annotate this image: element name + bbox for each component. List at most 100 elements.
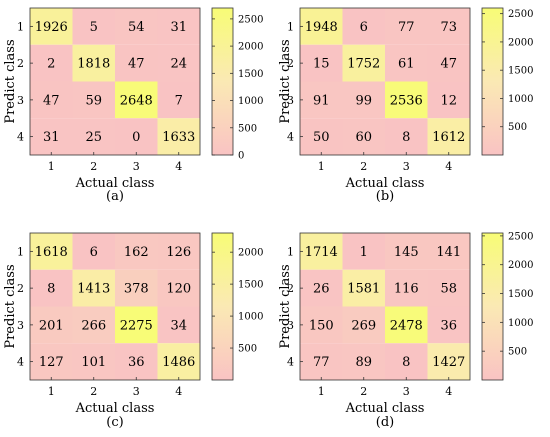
cell-value-label: 99: [355, 93, 372, 108]
cell-value-label: 2275: [120, 318, 153, 333]
heatmap-cell: [342, 269, 385, 307]
colorbar-tick-label: 2500: [238, 14, 263, 25]
cell-value-label: 1633: [162, 130, 195, 145]
heatmap-cell: [300, 44, 343, 82]
heatmap-cell: [72, 81, 115, 119]
cell-value-label: 0: [132, 130, 140, 145]
heatmap-cell: [157, 343, 200, 380]
heatmap-cell: [30, 306, 73, 344]
heatmap-cell: [385, 8, 428, 45]
heatmap-cell: [342, 81, 385, 119]
cell-value-label: 12: [440, 93, 457, 108]
y-tick-label: 3: [287, 319, 294, 332]
colorbar-tick-label: 500: [508, 122, 527, 133]
y-tick-label: 2: [17, 282, 24, 295]
heatmap-cell: [30, 44, 73, 82]
cell-value-label: 60: [355, 130, 372, 145]
y-axis-label: Predict class: [3, 39, 18, 123]
heatmap-cell: [342, 118, 385, 155]
cell-value-label: 127: [39, 355, 64, 370]
cell-value-label: 59: [85, 93, 102, 108]
cell-value-label: 1618: [35, 245, 68, 260]
heatmap-cell: [385, 118, 428, 155]
colorbar-tick-label: 500: [238, 123, 257, 134]
cell-value-label: 47: [440, 57, 457, 72]
heatmap-cell: [157, 44, 200, 82]
cell-value-label: 162: [124, 245, 149, 260]
colorbar-tick-label: 2500: [508, 9, 533, 20]
y-tick-label: 4: [287, 356, 294, 369]
cell-value-label: 54: [128, 20, 145, 35]
cell-value-label: 1486: [162, 355, 195, 370]
heatmap-cell: [385, 343, 428, 380]
cell-value-label: 8: [47, 282, 55, 297]
cell-value-label: 15: [313, 57, 330, 72]
panel-caption: (c): [106, 415, 123, 430]
cell-value-label: 120: [166, 282, 191, 297]
cell-value-label: 61: [398, 57, 415, 72]
y-tick-label: 1: [17, 245, 24, 258]
x-tick-label: 1: [318, 160, 325, 173]
colorbar-tick-label: 2000: [508, 37, 533, 48]
y-tick-label: 3: [287, 94, 294, 107]
panel-caption: (d): [376, 415, 394, 430]
x-axis-label: Actual class: [75, 401, 155, 416]
heatmap-cell: [30, 269, 73, 307]
heatmap-cell: [72, 306, 115, 344]
cell-value-label: 47: [128, 57, 145, 72]
y-tick-label: 4: [287, 131, 294, 144]
cell-value-label: 50: [313, 130, 330, 145]
matrix-frame: [29, 7, 201, 156]
cell-value-label: 31: [170, 20, 187, 35]
heatmap-cell: [157, 269, 200, 307]
heatmap-cell: [300, 8, 343, 45]
y-tick-label: 3: [17, 94, 24, 107]
cell-value-label: 5: [90, 20, 98, 35]
colorbar-tick-label: 1000: [238, 96, 263, 107]
cell-value-label: 1948: [305, 20, 338, 35]
heatmap-cell: [115, 118, 158, 155]
heatmap-cell: [157, 8, 200, 45]
cell-value-label: 25: [85, 130, 102, 145]
cell-value-label: 26: [313, 282, 330, 297]
cell-value-label: 150: [309, 318, 334, 333]
cell-value-label: 6: [90, 245, 98, 260]
cell-value-label: 6: [360, 20, 368, 35]
colorbar: [481, 232, 504, 381]
cell-value-label: 1413: [77, 282, 110, 297]
colorbar-tick-label: 2500: [508, 231, 533, 242]
cell-value-label: 2536: [390, 93, 423, 108]
matrix-frame: [29, 232, 201, 381]
cell-value-label: 126: [166, 245, 191, 260]
x-axis-label: Actual class: [345, 401, 425, 416]
cell-value-label: 378: [124, 282, 149, 297]
heatmap-cell: [115, 233, 158, 270]
heatmap-cell: [427, 44, 470, 82]
cell-value-label: 91: [313, 93, 330, 108]
heatmap-cell: [300, 306, 343, 344]
heatmap-cell: [385, 306, 428, 344]
colorbar-tick-label: 500: [238, 344, 257, 355]
cell-value-label: 8: [402, 355, 410, 370]
y-tick-label: 2: [17, 57, 24, 70]
heatmap-cell: [72, 343, 115, 380]
heatmap-cell: [385, 269, 428, 307]
y-axis-label: Predict class: [278, 264, 293, 348]
y-tick-label: 4: [17, 131, 24, 144]
cell-value-label: 269: [351, 318, 376, 333]
y-tick-label: 2: [287, 57, 294, 70]
y-tick-label: 4: [17, 356, 24, 369]
cell-value-label: 77: [398, 20, 415, 35]
colorbar-tick-label: 1000: [508, 318, 533, 329]
y-tick-label: 1: [287, 245, 294, 258]
colorbar: [481, 7, 504, 156]
heatmap-cell: [157, 81, 200, 119]
heatmap-cell: [300, 81, 343, 119]
heatmap-cell: [72, 44, 115, 82]
cell-value-label: 2478: [390, 318, 423, 333]
y-axis-label: Predict class: [3, 264, 18, 348]
cell-value-label: 2: [47, 57, 55, 72]
